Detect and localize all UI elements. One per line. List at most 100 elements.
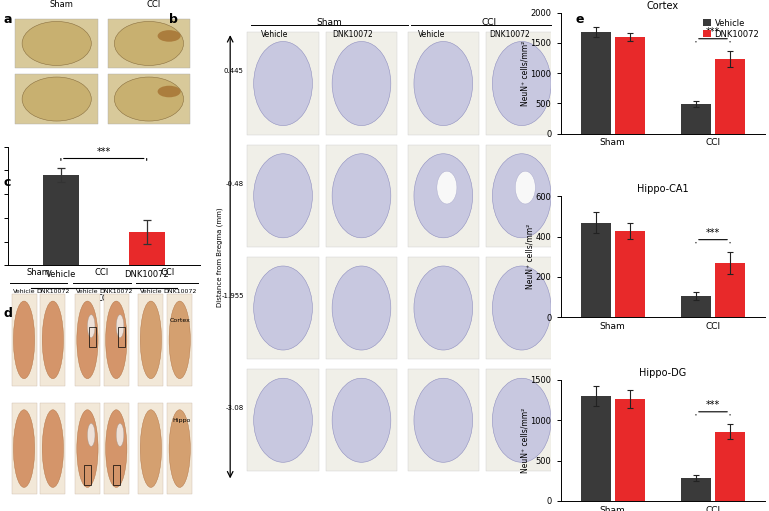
Ellipse shape [88, 424, 95, 446]
Ellipse shape [254, 266, 312, 350]
Ellipse shape [492, 266, 551, 350]
FancyBboxPatch shape [108, 74, 190, 124]
Title: Hippo-CA1: Hippo-CA1 [637, 184, 689, 194]
Ellipse shape [492, 378, 551, 462]
Bar [43, 175, 79, 265]
Ellipse shape [332, 266, 391, 350]
Bar [118, 327, 125, 347]
Text: -3.08: -3.08 [225, 405, 244, 411]
Text: ***: *** [706, 27, 720, 37]
Ellipse shape [22, 77, 92, 121]
Ellipse shape [437, 171, 457, 204]
Ellipse shape [332, 154, 391, 238]
Ellipse shape [42, 301, 64, 379]
Text: Hippo: Hippo [172, 418, 190, 423]
Ellipse shape [332, 41, 391, 126]
Ellipse shape [116, 315, 124, 338]
Title: Hippo-DG: Hippo-DG [639, 368, 687, 378]
Bar [681, 296, 711, 317]
Text: Vehicle: Vehicle [13, 289, 35, 294]
Bar [408, 257, 479, 359]
Text: ***: *** [706, 228, 720, 238]
Ellipse shape [414, 41, 473, 126]
Bar [486, 32, 558, 135]
Bar [248, 257, 319, 359]
Text: CCI: CCI [160, 268, 175, 277]
Bar [581, 396, 611, 501]
Ellipse shape [158, 30, 181, 42]
Ellipse shape [140, 301, 161, 379]
Bar [75, 294, 100, 385]
Text: -1.955: -1.955 [221, 293, 244, 299]
Ellipse shape [77, 410, 98, 487]
Bar [408, 369, 479, 472]
Bar [40, 294, 65, 385]
Ellipse shape [22, 21, 92, 65]
Text: CCI: CCI [147, 1, 161, 9]
Bar [248, 145, 319, 247]
Text: Vehicle: Vehicle [261, 30, 288, 39]
Bar [128, 232, 165, 265]
Ellipse shape [158, 86, 181, 97]
Ellipse shape [414, 154, 473, 238]
Text: ***: *** [97, 147, 111, 157]
Ellipse shape [13, 301, 35, 379]
Ellipse shape [105, 410, 127, 487]
Bar [325, 257, 398, 359]
Ellipse shape [414, 266, 473, 350]
Ellipse shape [254, 41, 312, 126]
Text: CCI: CCI [95, 268, 109, 277]
Text: a: a [4, 13, 12, 26]
Text: Vehicle: Vehicle [418, 30, 445, 39]
Ellipse shape [42, 410, 64, 487]
Ellipse shape [169, 410, 190, 487]
Bar [75, 403, 100, 494]
Text: Sham: Sham [26, 268, 51, 277]
Ellipse shape [13, 410, 35, 487]
Bar [104, 403, 128, 494]
Bar [167, 294, 192, 385]
Ellipse shape [116, 424, 124, 446]
Bar [681, 104, 711, 133]
Ellipse shape [105, 301, 127, 379]
Text: Sham: Sham [316, 18, 342, 27]
Text: CCI: CCI [97, 294, 111, 303]
Bar [614, 230, 644, 317]
Text: b: b [169, 13, 178, 26]
Ellipse shape [88, 315, 95, 338]
Ellipse shape [332, 378, 391, 462]
Bar [104, 294, 128, 385]
Ellipse shape [414, 378, 473, 462]
Bar [581, 223, 611, 317]
Text: Distance from Bregma (mm): Distance from Bregma (mm) [217, 207, 223, 307]
Text: DNK10072: DNK10072 [332, 30, 373, 39]
FancyBboxPatch shape [108, 18, 190, 68]
Text: Vehicle: Vehicle [140, 289, 162, 294]
Ellipse shape [254, 378, 312, 462]
Text: d: d [4, 307, 13, 319]
Ellipse shape [115, 77, 184, 121]
Text: c: c [4, 176, 12, 189]
Y-axis label: NeuN⁺ cells/mm²: NeuN⁺ cells/mm² [520, 40, 529, 106]
Bar [408, 145, 479, 247]
Text: DNK10072: DNK10072 [100, 289, 133, 294]
Text: DNK10072: DNK10072 [489, 30, 530, 39]
Bar [614, 399, 644, 501]
FancyBboxPatch shape [15, 74, 98, 124]
Text: DNK10072: DNK10072 [163, 289, 196, 294]
Bar [112, 465, 119, 485]
Ellipse shape [140, 410, 161, 487]
Text: Cortex: Cortex [169, 318, 190, 323]
Ellipse shape [254, 154, 312, 238]
Y-axis label: NeuN⁺ cells/mm²: NeuN⁺ cells/mm² [520, 408, 529, 473]
Ellipse shape [492, 154, 551, 238]
Bar [12, 294, 36, 385]
Bar [486, 369, 558, 472]
Title: Cortex: Cortex [647, 1, 679, 11]
Text: Sham: Sham [49, 1, 74, 9]
Bar [12, 403, 36, 494]
Bar [167, 403, 192, 494]
Bar [715, 431, 745, 501]
Bar [325, 369, 398, 472]
Bar [486, 145, 558, 247]
